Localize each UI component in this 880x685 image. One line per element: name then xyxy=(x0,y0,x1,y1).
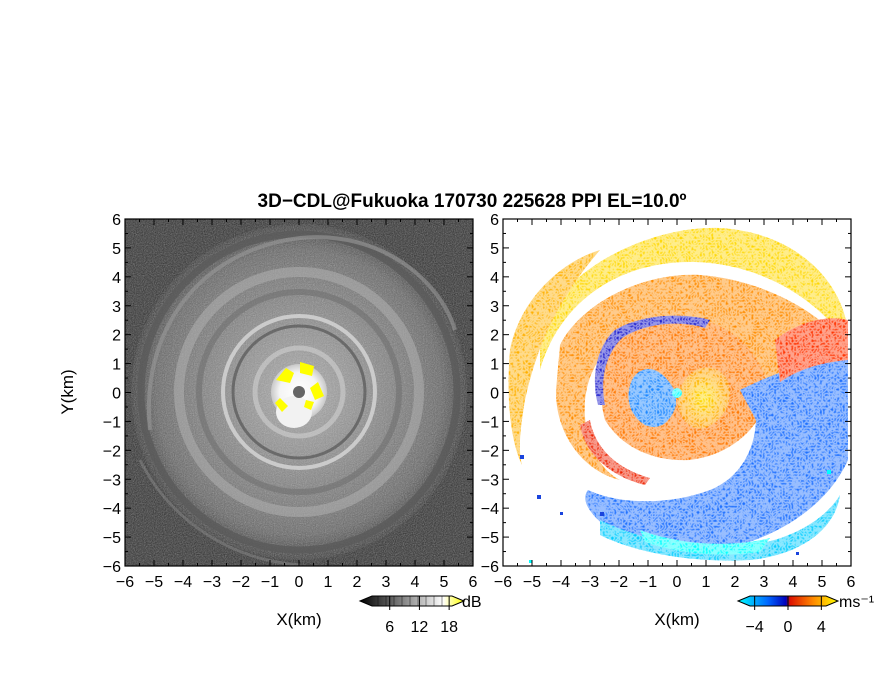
db-colorbar-unit: dB xyxy=(462,594,482,611)
reflectivity-x-tick-label: −1 xyxy=(261,574,279,591)
reflectivity-x-tick-label: 1 xyxy=(324,574,333,591)
reflectivity-x-tick-label: 3 xyxy=(382,574,391,591)
db-colorbar-tick-label: 18 xyxy=(440,619,458,636)
reflectivity-y-tick-label: 2 xyxy=(112,328,121,345)
reflectivity-y-tick-label: −6 xyxy=(103,559,121,576)
velocity-x-tick-label: 0 xyxy=(673,574,682,591)
reflectivity-ylabel: Y(km) xyxy=(58,369,77,414)
velocity-panel: −6 −5 −4 −3 −2 −1 0 1 2 3 4 5 6 −6 −5 −4 −3 −2 −1 0 1 2 3 4 5 6 X… xyxy=(481,212,874,636)
reflectivity-y-tick-label: 3 xyxy=(112,299,121,316)
velocity-x-tick-label: 6 xyxy=(847,574,856,591)
velocity-colorbar: −4 0 4 ms⁻¹ xyxy=(736,594,874,636)
reflectivity-y-tick-label: 5 xyxy=(112,241,121,258)
velocity-x-tick-label: −1 xyxy=(639,574,657,591)
velocity-x-tick-label: −6 xyxy=(494,574,512,591)
db-colorbar-tick-label: 12 xyxy=(411,619,429,636)
reflectivity-x-tick-label: 4 xyxy=(411,574,420,591)
db-colorbar: 6 12 18 dB xyxy=(358,594,482,636)
velocity-y-tick-label: 2 xyxy=(490,328,499,345)
velocity-x-tick-label: 1 xyxy=(702,574,711,591)
velocity-colorbar-tick-label: 0 xyxy=(784,619,793,636)
db-colorbar-tick-label: 6 xyxy=(385,619,394,636)
reflectivity-x-tick-label: −6 xyxy=(116,574,134,591)
velocity-y-tick-label: −5 xyxy=(481,530,499,547)
reflectivity-image xyxy=(125,219,473,566)
velocity-y-tick-label: −1 xyxy=(481,414,499,431)
velocity-x-tick-label: 4 xyxy=(789,574,798,591)
velocity-x-tick-label: 3 xyxy=(760,574,769,591)
reflectivity-x-tick-label: 5 xyxy=(440,574,449,591)
velocity-y-tick-label: 6 xyxy=(490,212,499,229)
reflectivity-y-tick-label: −3 xyxy=(103,472,121,489)
velocity-x-tick-label: 2 xyxy=(731,574,740,591)
velocity-x-tick-label: 5 xyxy=(818,574,827,591)
velocity-x-tick-label: −3 xyxy=(581,574,599,591)
velocity-x-tick-label: −4 xyxy=(552,574,570,591)
velocity-y-tick-label: 0 xyxy=(490,386,499,403)
reflectivity-x-tick-label: 0 xyxy=(295,574,304,591)
reflectivity-x-tick-label: 2 xyxy=(353,574,362,591)
reflectivity-y-tick-label: −5 xyxy=(103,530,121,547)
velocity-y-tick-label: −6 xyxy=(481,559,499,576)
velocity-colorbar-tick-label: −4 xyxy=(746,619,764,636)
reflectivity-y-tick-label: −1 xyxy=(103,414,121,431)
velocity-y-tick-label: −3 xyxy=(481,472,499,489)
velocity-y-tick-label: −2 xyxy=(481,443,499,460)
reflectivity-y-tick-label: 4 xyxy=(112,270,121,287)
reflectivity-y-tick-label: −2 xyxy=(103,443,121,460)
velocity-colorbar-unit: ms⁻¹ xyxy=(839,594,874,611)
velocity-x-tick-label: −2 xyxy=(610,574,628,591)
velocity-y-tick-label: 3 xyxy=(490,299,499,316)
reflectivity-y-tick-label: 1 xyxy=(112,357,121,374)
reflectivity-x-tick-label: −5 xyxy=(145,574,163,591)
reflectivity-axis-ticks: −6 −5 −4 −3 −2 −1 0 1 2 3 4 5 6 −6 −5 −4 −3 −2 −1 0 1 2 3 4 5 6 xyxy=(103,212,478,591)
velocity-axis-ticks: −6 −5 −4 −3 −2 −1 0 1 2 3 4 5 6 −6 −5 −4 −3 −2 −1 0 1 2 3 4 5 6 xyxy=(481,212,856,591)
velocity-y-tick-label: 4 xyxy=(490,270,499,287)
reflectivity-y-tick-label: −4 xyxy=(103,501,121,518)
reflectivity-x-tick-label: −2 xyxy=(232,574,250,591)
velocity-y-tick-label: −4 xyxy=(481,501,499,518)
velocity-colorbar-tick-label: 4 xyxy=(817,619,826,636)
reflectivity-x-tick-label: 6 xyxy=(469,574,478,591)
velocity-y-tick-label: 1 xyxy=(490,357,499,374)
velocity-image xyxy=(503,219,851,566)
reflectivity-y-tick-label: 6 xyxy=(112,212,121,229)
reflectivity-xlabel: X(km) xyxy=(276,610,321,629)
reflectivity-x-tick-label: −3 xyxy=(203,574,221,591)
chart-title: 3D−CDL@Fukuoka 170730 225628 PPI EL=10.0… xyxy=(258,191,687,212)
velocity-x-tick-label: −5 xyxy=(523,574,541,591)
reflectivity-x-tick-label: −4 xyxy=(174,574,192,591)
reflectivity-y-tick-label: 0 xyxy=(112,386,121,403)
velocity-xlabel: X(km) xyxy=(654,610,699,629)
velocity-y-tick-label: 5 xyxy=(490,241,499,258)
